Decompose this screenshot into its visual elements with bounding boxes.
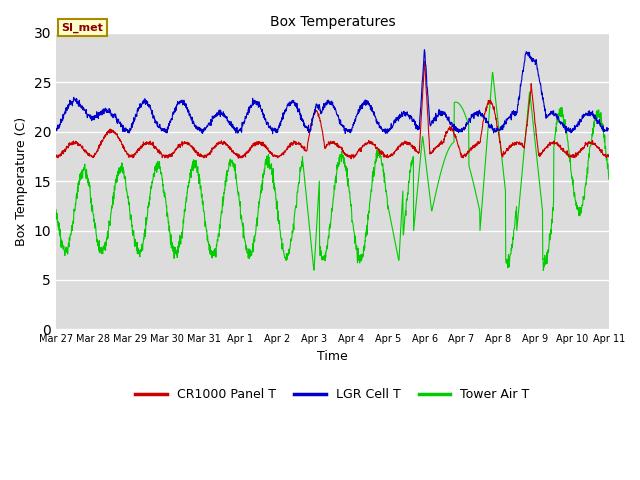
- Text: SI_met: SI_met: [61, 23, 104, 33]
- Legend: CR1000 Panel T, LGR Cell T, Tower Air T: CR1000 Panel T, LGR Cell T, Tower Air T: [131, 383, 534, 406]
- Y-axis label: Box Temperature (C): Box Temperature (C): [15, 117, 28, 246]
- Title: Box Temperatures: Box Temperatures: [269, 15, 396, 29]
- X-axis label: Time: Time: [317, 350, 348, 363]
